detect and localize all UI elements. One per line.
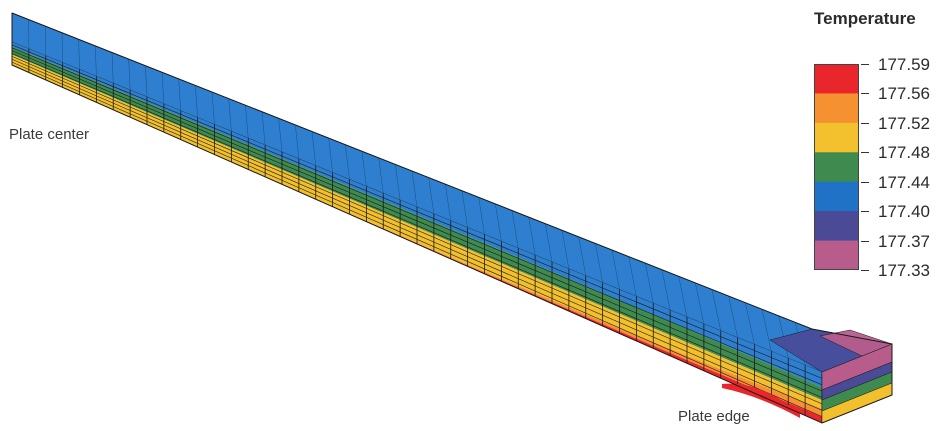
top-element-line xyxy=(211,91,215,125)
legend-tick-mark xyxy=(861,270,869,271)
legend-band-5 xyxy=(814,211,859,242)
legend-band-2 xyxy=(814,122,859,153)
top-element-line xyxy=(61,32,63,63)
top-face xyxy=(11,12,894,373)
legend-tick-label: 177.40 xyxy=(878,202,930,222)
legend-band-3 xyxy=(814,152,859,183)
top-element-line xyxy=(128,59,131,91)
top-element-line xyxy=(628,256,637,297)
top-element-line xyxy=(411,170,418,208)
top-element-line xyxy=(161,72,165,104)
top-element-line xyxy=(278,118,283,153)
top-element-line xyxy=(561,230,570,269)
top-element-line xyxy=(461,190,468,228)
top-element-line xyxy=(311,131,316,166)
top-element-line xyxy=(478,197,485,235)
top-element-line xyxy=(661,269,671,311)
model-outline xyxy=(11,12,893,424)
legend-band-6 xyxy=(814,240,859,270)
legend-tick-mark xyxy=(861,152,869,154)
top-element-line xyxy=(761,309,772,352)
top-element-line xyxy=(611,249,620,290)
top-element-line xyxy=(495,203,502,242)
legend-tick-mark xyxy=(861,211,869,213)
top-element-line xyxy=(711,289,721,331)
legend-tick-mark xyxy=(861,64,869,65)
top-element-line xyxy=(678,276,688,318)
top-element-line xyxy=(395,164,401,201)
top-element-line xyxy=(545,223,553,263)
top-element-line xyxy=(145,65,148,98)
legend-color-bar xyxy=(814,64,859,270)
top-element-line xyxy=(111,52,114,84)
top-element-line xyxy=(261,111,266,146)
top-element-line xyxy=(295,124,300,159)
top-element-line xyxy=(245,105,249,139)
top-element-line xyxy=(178,78,181,111)
top-element-line xyxy=(728,296,738,338)
top-element-line xyxy=(328,138,333,173)
plate-center-label: Plate center xyxy=(9,126,90,143)
hot-spot xyxy=(722,383,800,418)
top-element-line xyxy=(645,263,654,304)
top-element-line xyxy=(428,177,435,214)
top-element-line xyxy=(95,45,97,77)
legend-tick-label: 177.48 xyxy=(878,143,930,163)
legend-bar-outline xyxy=(814,64,859,270)
plate-edge-label: Plate edge xyxy=(678,408,750,425)
legend-tick-label: 177.33 xyxy=(878,261,930,280)
legend-tick-label: 177.59 xyxy=(878,55,930,74)
top-element-line xyxy=(228,98,232,132)
top-element-line xyxy=(345,144,350,180)
legend-tick-mark xyxy=(861,240,869,242)
legend-tick-label: 177.44 xyxy=(878,172,930,192)
legend-band-4 xyxy=(814,181,859,212)
legend-tick-label: 177.37 xyxy=(878,231,930,251)
top-element-line xyxy=(361,151,367,187)
top-element-line xyxy=(695,282,705,324)
legend-tick-mark xyxy=(861,181,869,183)
legend-tick-label: 177.52 xyxy=(878,113,930,133)
top-element-line xyxy=(445,184,451,221)
top-element-line xyxy=(745,302,755,345)
legend-tick-label: 177.56 xyxy=(878,84,930,104)
top-element-line xyxy=(595,243,603,283)
legend-title: Temperature xyxy=(814,9,916,28)
top-element-line xyxy=(195,85,198,118)
legend-tick-mark xyxy=(861,93,869,95)
top-element-line xyxy=(378,157,384,194)
top-element-line xyxy=(78,39,80,70)
top-element-line xyxy=(511,210,519,249)
top-element-line xyxy=(578,236,586,276)
legend-band-0 xyxy=(814,64,859,94)
top-element-line xyxy=(528,217,536,256)
legend-band-1 xyxy=(814,93,859,124)
legend-tick-mark xyxy=(861,122,869,124)
